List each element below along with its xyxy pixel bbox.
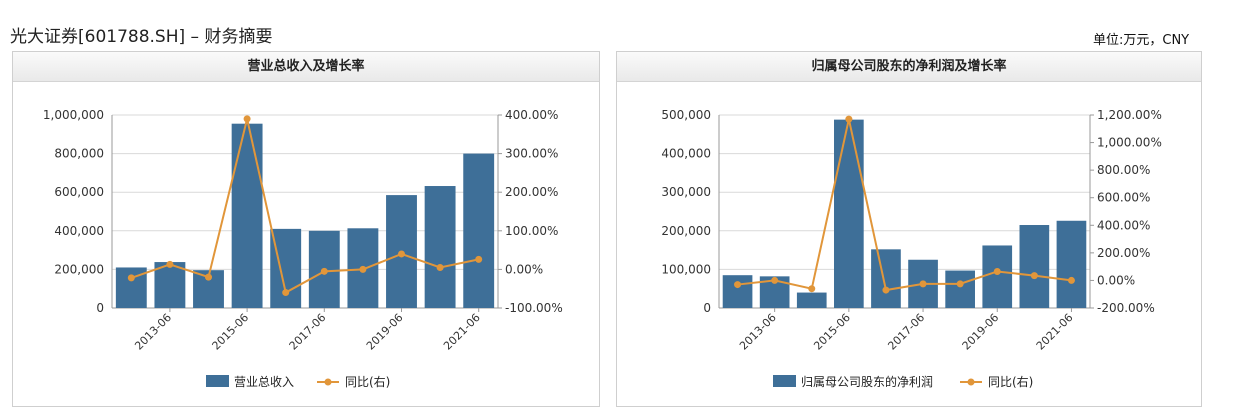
x-tick-label: 2017-06 [885,311,927,353]
y-tick-label-right: -100.00% [505,301,563,315]
legend-swatch-bar [773,375,796,387]
x-tick-label: 2021-06 [1034,311,1076,353]
y-tick-label-left: 300,000 [661,185,711,199]
growth-point [205,273,212,281]
y-tick-label-right: 200.00% [505,185,558,199]
y-tick-label-left: 0 [96,301,104,315]
x-tick-label: 2013-06 [737,311,779,353]
legend-swatch-point [967,378,975,386]
bar [982,245,1013,308]
legend-label-line: 同比(右) [345,374,390,389]
bar [834,119,864,308]
legend-label-line: 同比(右) [988,374,1033,389]
growth-point [282,289,290,297]
y-tick-label-left: 400,000 [54,224,104,238]
growth-point [808,285,816,293]
y-tick-label-left: 500,000 [661,108,711,122]
y-tick-label-left: 100,000 [661,262,711,276]
legend-swatch-bar [206,375,229,387]
growth-point [127,274,135,282]
legend-label-bar: 营业总收入 [234,375,294,389]
growth-point [771,276,779,284]
growth-point [436,263,444,271]
y-tick-label-left: 200,000 [661,224,711,238]
growth-point [1067,276,1075,284]
y-tick-label-left: 200,000 [54,262,104,276]
chart-title: 归属母公司股东的净利润及增长率 [617,52,1201,82]
y-tick-label-right: 0.00% [1097,273,1135,287]
growth-point [243,115,251,123]
growth-point [919,280,927,288]
growth-point [993,267,1001,275]
page-title: 光大证券[601788.SH] – 财务摘要 [10,27,273,47]
net-profit-chart-svg: 500,000 400,000 300,000 200,000 100,000 0 1,20… [661,108,1162,389]
y-tick-label-right: 300.00% [505,147,558,161]
growth-point [956,280,964,288]
y-tick-label-left: 0 [703,301,711,315]
bar [796,292,827,308]
net-profit-chart-panel: 归属母公司股东的净利润及增长率 500,000 400,000 300,000 200… [616,51,1202,407]
x-tick-label: 2019-06 [364,311,406,353]
y-tick-label-right: 400.00% [1097,218,1150,232]
growth-point [166,260,174,268]
growth-point [398,250,405,258]
y-tick-label-left: 600,000 [54,185,104,199]
growth-point [1030,272,1038,280]
y-tick-label-right: 100.00% [505,224,558,238]
bar [1019,225,1050,308]
growth-line [737,118,1072,292]
growth-point [320,267,328,275]
x-tick-label: 2017-06 [287,311,329,353]
y-tick-label-right: 400.00% [505,108,558,122]
revenue-chart-panel: 营业总收入及增长率 1,000,000 800,000 600,000 400,000… [12,51,600,407]
x-tick-label: 2015-06 [210,311,252,353]
x-tick-label: 2021-06 [441,311,483,353]
growth-point [359,265,367,273]
legend-label-bar: 归属母公司股东的净利润 [801,374,933,389]
y-tick-label-right: 800.00% [1097,163,1150,177]
bar [871,249,901,308]
unit-label: 单位:万元，CNY [1093,33,1190,48]
x-tick-label: 2013-06 [132,311,174,353]
growth-point [882,286,890,294]
growth-point [475,255,483,263]
y-tick-label-left: 800,000 [54,147,104,161]
x-tick-label: 2019-06 [960,311,1002,353]
legend-swatch-point [324,378,332,386]
bar [231,123,263,308]
growth-line [130,118,479,295]
growth-point [845,115,853,123]
bar [1056,220,1087,308]
chart-title: 营业总收入及增长率 [13,52,599,82]
growth-point [734,281,742,289]
x-tick-label: 2015-06 [811,311,853,353]
y-tick-label-left: 1,000,000 [43,108,104,122]
revenue-chart-svg: 1,000,000 800,000 600,000 400,000 200,000 0 40… [43,108,563,389]
y-tick-label-right: 1,000.00% [1097,136,1162,150]
y-tick-label-left: 400,000 [661,147,711,161]
bar [154,262,186,308]
y-tick-label-right: 0.00% [505,262,543,276]
y-tick-label-right: -200.00% [1097,301,1155,315]
bar [424,186,456,308]
bar [722,275,753,308]
y-tick-label-right: 1,200.00% [1097,108,1162,122]
bar [463,153,495,308]
y-tick-label-right: 600.00% [1097,191,1150,205]
bar [945,270,975,308]
y-tick-label-right: 200.00% [1097,246,1150,260]
